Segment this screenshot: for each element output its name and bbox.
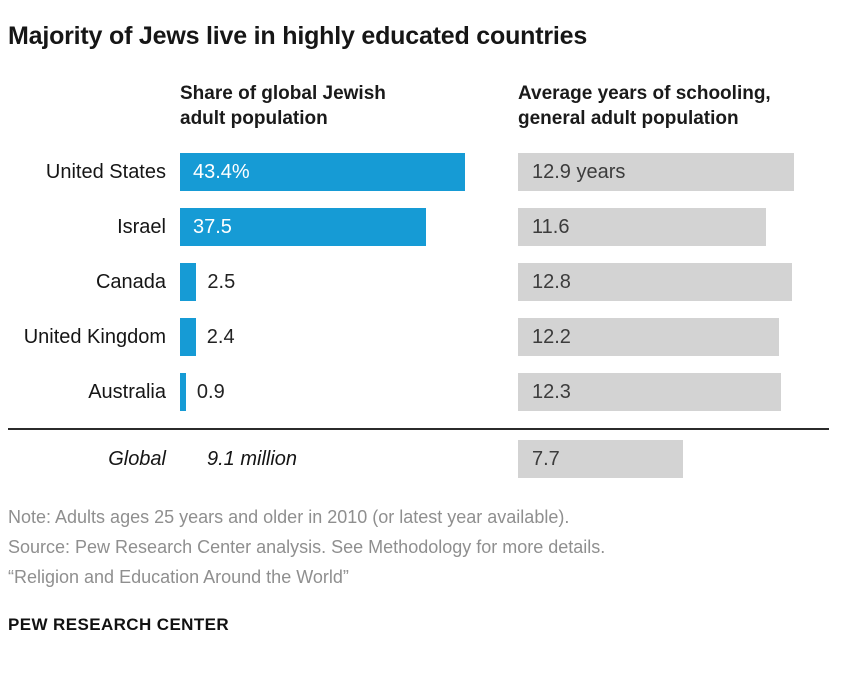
schooling-bar: 12.8 (518, 263, 792, 302)
chart-row: Australia 0.9 12.3 (8, 373, 829, 412)
global-schooling-bar: 7.7 (518, 440, 683, 479)
schooling-value: 12.3 (532, 380, 571, 403)
global-schooling-value: 7.7 (532, 447, 560, 470)
share-value: 43.4% (193, 160, 250, 183)
chart-row: Israel 37.5 11.6 (8, 208, 829, 247)
share-bar-cell: 0.9 (180, 373, 518, 412)
share-bar-cell: 37.5 (180, 208, 518, 247)
report-title-line: “Religion and Education Around the World… (8, 567, 349, 588)
global-share-value: 9.1 million (207, 447, 298, 470)
share-bar: 43.4% (180, 153, 465, 192)
country-label: Canada (95, 270, 166, 293)
schooling-bar-cell: 12.8 (518, 263, 829, 302)
country-label: Australia (88, 380, 166, 403)
chart-row: United States 43.4% 12.9 years (8, 153, 829, 192)
schooling-bar-cell: 12.3 (518, 373, 829, 412)
divider-line (8, 428, 829, 431)
share-bar (180, 373, 186, 412)
chart-title: Majority of Jews live in highly educated… (8, 22, 588, 50)
source-line: Source: Pew Research Center analysis. Se… (8, 537, 606, 558)
column-headers: Share of global Jewish adult population … (8, 81, 829, 131)
schooling-bar: 11.6 (518, 208, 767, 247)
country-label: Israel (117, 215, 166, 238)
global-share-cell: 9.1 million (180, 440, 518, 478)
global-schooling-cell: 7.7 (518, 440, 829, 479)
schooling-bar: 12.3 (518, 373, 782, 412)
chart-rows: United States 43.4% 12.9 years Israel 37.5 11… (8, 153, 829, 412)
share-value: 37.5 (193, 215, 232, 238)
share-bar-cell: 2.5 (180, 263, 518, 302)
share-bar-cell: 2.4 (180, 318, 518, 357)
schooling-value: 11.6 (532, 215, 570, 238)
header-spacer (8, 81, 180, 131)
schooling-value: 12.9 years (532, 160, 626, 183)
schooling-value: 12.8 (532, 270, 571, 293)
left-column-header: Share of global Jewish adult population (180, 83, 386, 130)
chart-row: Canada 2.5 12.8 (8, 263, 829, 302)
chart-row: United Kingdom 2.4 12.2 (8, 318, 829, 357)
share-bar: 37.5 (180, 208, 427, 247)
share-value: 0.9 (196, 380, 225, 403)
global-label: Global (108, 447, 166, 470)
country-label: United States (45, 160, 166, 183)
share-value: 2.4 (206, 325, 235, 348)
share-bar (180, 263, 197, 302)
schooling-value: 12.2 (532, 325, 571, 348)
schooling-bar-cell: 12.9 years (518, 153, 829, 192)
schooling-bar-cell: 11.6 (518, 208, 829, 247)
schooling-bar-cell: 12.2 (518, 318, 829, 357)
global-row: Global 9.1 million 7.7 (8, 440, 829, 479)
schooling-bar: 12.9 years (518, 153, 794, 192)
share-bar-cell: 43.4% (180, 153, 518, 192)
schooling-bar: 12.2 (518, 318, 779, 357)
notes-block: Note: Adults ages 25 years and older in … (8, 504, 829, 591)
country-label: United Kingdom (23, 325, 166, 348)
share-bar (180, 318, 196, 357)
pew-research-center-logo: PEW RESEARCH CENTER (8, 615, 230, 635)
right-column-header: Average years of schooling, general adul… (518, 83, 771, 130)
share-value: 2.5 (207, 270, 236, 293)
note-line: Note: Adults ages 25 years and older in … (8, 507, 570, 528)
